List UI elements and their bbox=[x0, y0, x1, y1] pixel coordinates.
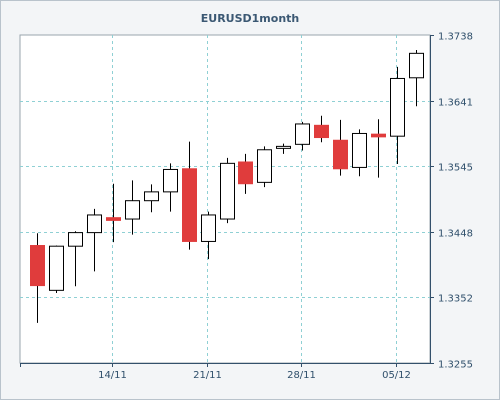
candle-5 bbox=[106, 183, 121, 243]
candle-17 bbox=[333, 119, 348, 176]
candle-10 bbox=[201, 211, 216, 260]
candle-body bbox=[295, 123, 310, 145]
candle-body bbox=[371, 133, 386, 138]
axes bbox=[20, 35, 434, 367]
y-tick-label: 1.3255 bbox=[438, 360, 473, 371]
chart-title: EURUSD1month bbox=[200, 12, 300, 25]
candle-body bbox=[201, 214, 216, 242]
candle-body bbox=[276, 145, 291, 149]
candle-1 bbox=[30, 233, 45, 323]
y-tick-label: 1.3448 bbox=[438, 229, 473, 240]
candle-6 bbox=[125, 180, 140, 235]
candle-18 bbox=[352, 129, 367, 177]
candle-body bbox=[49, 245, 64, 291]
candle-2 bbox=[49, 245, 64, 294]
y-tick-label: 1.3352 bbox=[438, 294, 473, 305]
candle-16 bbox=[314, 115, 329, 143]
candle-3 bbox=[68, 231, 83, 287]
candles bbox=[30, 49, 424, 323]
candle-15 bbox=[295, 121, 310, 151]
x-tick-label: 05/12 bbox=[382, 370, 411, 381]
candle-8 bbox=[163, 163, 178, 212]
tick-labels: 1.3738 1.3641 1.3545 1.3448 1.3352 1.3255 14/1… bbox=[98, 32, 473, 382]
y-tick-label: 1.3738 bbox=[438, 32, 473, 43]
y-tick-label: 1.3641 bbox=[438, 98, 473, 109]
candle-13 bbox=[257, 146, 272, 188]
y-tick-label: 1.3545 bbox=[438, 163, 473, 174]
candle-14 bbox=[276, 143, 291, 154]
candle-body bbox=[182, 168, 197, 242]
candle-body bbox=[163, 168, 178, 193]
candle-7 bbox=[144, 184, 159, 213]
candle-11 bbox=[220, 157, 235, 224]
candle-body bbox=[220, 162, 235, 220]
candle-body bbox=[87, 214, 102, 234]
candle-body bbox=[238, 161, 253, 185]
candle-body bbox=[390, 77, 405, 137]
candle-body bbox=[30, 245, 45, 287]
candle-body bbox=[409, 52, 424, 79]
candle-12 bbox=[238, 153, 253, 194]
candle-body bbox=[352, 132, 367, 168]
candle-9 bbox=[182, 141, 197, 250]
candle-19 bbox=[371, 119, 386, 178]
candle-body bbox=[144, 191, 159, 202]
x-tick-label: 14/11 bbox=[98, 370, 127, 381]
x-tick-label: 28/11 bbox=[287, 370, 316, 381]
candle-21 bbox=[409, 49, 424, 107]
candle-body bbox=[257, 149, 272, 183]
candle-body bbox=[333, 139, 348, 170]
x-tick-label: 21/11 bbox=[193, 370, 222, 381]
candle-body bbox=[106, 217, 121, 221]
candle-4 bbox=[87, 208, 102, 272]
candle-20 bbox=[390, 66, 405, 165]
candle-body bbox=[68, 232, 83, 247]
candle-body bbox=[125, 200, 140, 220]
candle-body bbox=[314, 124, 329, 139]
